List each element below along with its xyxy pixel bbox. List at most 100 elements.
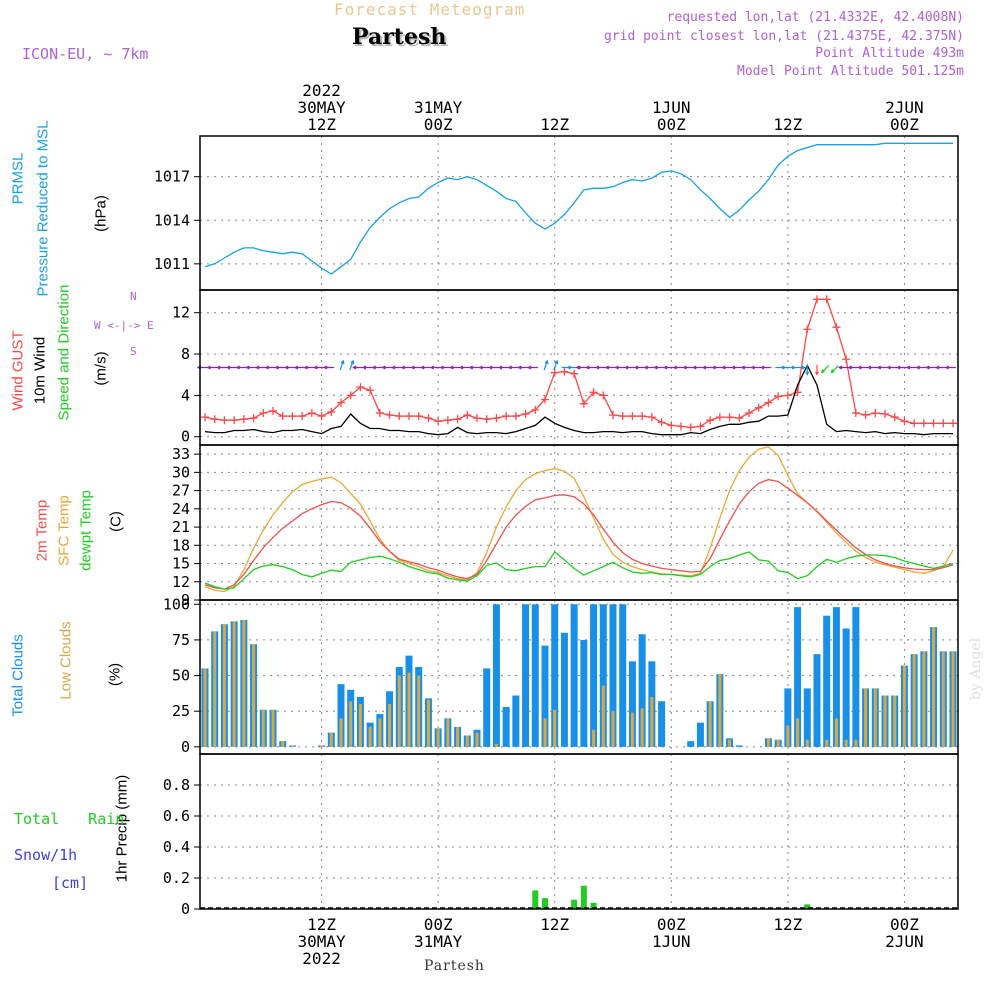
top-time-label: 00Z [657, 115, 686, 134]
top-time-label: 30MAY [297, 98, 346, 117]
bar-low [417, 675, 421, 747]
wind-arrow [653, 365, 665, 370]
panel-frame-precip [199, 753, 959, 910]
wind-arrow [225, 365, 237, 370]
point-gust [686, 423, 695, 432]
point-gust [618, 412, 627, 421]
bar-low [912, 654, 916, 747]
ytick-label-pressure: 1011 [154, 255, 190, 273]
point-gust [570, 369, 579, 378]
bar-total [638, 634, 646, 747]
bar-low [650, 696, 654, 747]
ytick-label-clouds: 50 [172, 667, 190, 685]
grid-point-coords: grid point closest lon,lat (21.4375E, 42… [603, 29, 964, 44]
bar-low [281, 741, 285, 747]
bar-low [242, 619, 246, 747]
snow-unit-legend: [cm] [52, 874, 89, 892]
bar-total [599, 604, 607, 747]
point-gust [346, 391, 355, 400]
wind-arrow [643, 365, 655, 370]
point-gust [337, 398, 345, 407]
bar-low [640, 708, 644, 747]
point-gust [890, 413, 899, 422]
point-gust [706, 416, 715, 425]
wind-arrow [837, 365, 849, 370]
point-gust [288, 412, 297, 421]
bottom-time-label: 2022 [302, 949, 341, 968]
ytick-label-temp: 21 [172, 518, 190, 536]
bar-total [541, 645, 549, 747]
panel-temp [194, 444, 959, 601]
wind-unit: (m/s) [92, 351, 110, 386]
bar-total [337, 684, 345, 747]
bar-low [378, 718, 382, 747]
bar-total [628, 661, 636, 747]
wind-arrow [794, 365, 806, 370]
bottom-time-label: 00Z [657, 915, 686, 934]
bar-low [232, 621, 236, 747]
wind-arrow [216, 365, 228, 370]
bar-low [932, 627, 936, 747]
bar-low [407, 672, 411, 747]
bar-low [883, 695, 887, 747]
bar-low [475, 732, 479, 747]
compass-south: S [130, 345, 137, 358]
pressure-unit: (hPa) [92, 195, 110, 232]
point-gust [249, 414, 258, 423]
bar-low [329, 732, 333, 747]
line-sfc [204, 446, 954, 593]
bar-low [553, 709, 557, 747]
bar-low [728, 739, 732, 747]
wind-arrow [896, 365, 908, 370]
bottom-time-label: 00Z [890, 915, 919, 934]
wind-arrow [633, 365, 645, 370]
ytick-label-temp: 33 [172, 445, 190, 463]
wind-arrow [381, 365, 393, 370]
bar-low [786, 725, 790, 747]
bar-low [349, 701, 353, 747]
wind-arrow [361, 365, 373, 370]
wind-arrow [935, 365, 947, 370]
point-gust [774, 392, 783, 401]
wind-arrow [459, 365, 471, 370]
wind-arrow [721, 365, 733, 370]
bar-low [825, 739, 829, 747]
ytick-label-pressure: 1017 [154, 168, 190, 186]
point-gust [414, 412, 423, 421]
bar-total [609, 604, 617, 747]
wind-arrow [206, 365, 218, 370]
bar-low [708, 701, 712, 747]
bar-total [794, 607, 802, 747]
top-time-label: 2JUN [885, 98, 924, 117]
bar-low [922, 651, 926, 747]
wind-arrow [682, 365, 694, 370]
point-gust [861, 411, 870, 420]
wind-arrow [925, 365, 937, 370]
requested-coords: requested lon,lat (21.4332E, 42.4008N) [666, 10, 964, 25]
point-gust [424, 414, 433, 423]
bar-low [446, 718, 450, 747]
point-gust [949, 419, 957, 428]
wind-arrow [488, 365, 500, 370]
ytick-label-temp: 24 [172, 500, 190, 518]
point-gust [269, 406, 277, 415]
ytick-label-precip: 0.2 [163, 869, 190, 887]
wind-arrow [585, 365, 597, 370]
point-gust [541, 395, 549, 404]
bar-low [834, 718, 838, 747]
wind-arrow [701, 365, 713, 370]
wind-arrow [740, 365, 752, 370]
ytick-label-pressure: 1014 [154, 211, 190, 229]
bar-low [222, 624, 226, 747]
bar-low [290, 745, 294, 747]
bar-rain [542, 898, 548, 909]
point-gust [715, 413, 724, 422]
wind-arrow [507, 365, 519, 370]
bar-low [601, 685, 605, 747]
bar-low [456, 726, 460, 747]
wind-arrow [352, 365, 364, 370]
wind-arrow [274, 365, 286, 370]
top-time-label: 31MAY [414, 98, 463, 117]
point-gust [881, 410, 889, 418]
point-gust [453, 415, 462, 424]
